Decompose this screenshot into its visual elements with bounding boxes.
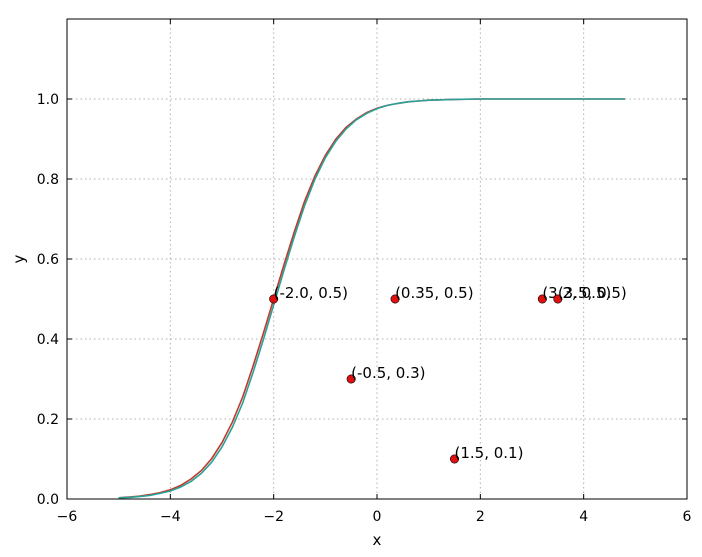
- x-tick-label: −6: [57, 509, 78, 525]
- point-annotation: (0.35, 0.5): [395, 284, 474, 302]
- y-tick-label: 0.8: [37, 172, 59, 188]
- data-point: [346, 374, 356, 384]
- x-tick-label: 2: [476, 509, 485, 525]
- y-axis-label: y: [10, 254, 28, 263]
- series-line-2: [118, 98, 625, 499]
- y-tick-label: 0.2: [37, 412, 59, 428]
- y-tick-label: 0.4: [37, 332, 59, 348]
- x-tick-label: 6: [683, 509, 692, 525]
- points-layer: (-2.0, 0.5) (0.35, 0.5) (-0.5, 0.3) (1.5, 0…: [269, 284, 627, 464]
- point-annotation: (-2.0, 0.5): [274, 284, 348, 302]
- ticks-layer: −6 −4 −2 0 2 4 6 0.0 0.2 0.4 0.6 0.8 1.0: [37, 19, 692, 525]
- x-tick-label: −2: [263, 509, 284, 525]
- data-point: [449, 454, 459, 464]
- point-annotation: (3.5, 0.5): [558, 284, 627, 302]
- data-point: [390, 294, 400, 304]
- x-axis-label: x: [373, 531, 382, 549]
- data-point: [553, 294, 563, 304]
- x-tick-label: −4: [160, 509, 181, 525]
- series-layer: [118, 98, 625, 499]
- y-tick-label: 0.0: [37, 492, 59, 508]
- grid: [67, 19, 687, 499]
- point-annotation: (-0.5, 0.3): [351, 364, 425, 382]
- x-tick-label: 0: [373, 509, 382, 525]
- y-tick-label: 1.0: [37, 92, 59, 108]
- data-point: [537, 294, 547, 304]
- data-point: [269, 294, 279, 304]
- point-annotation: (1.5, 0.1): [455, 444, 524, 462]
- x-tick-label: 4: [579, 509, 588, 525]
- y-tick-label: 0.6: [37, 252, 59, 268]
